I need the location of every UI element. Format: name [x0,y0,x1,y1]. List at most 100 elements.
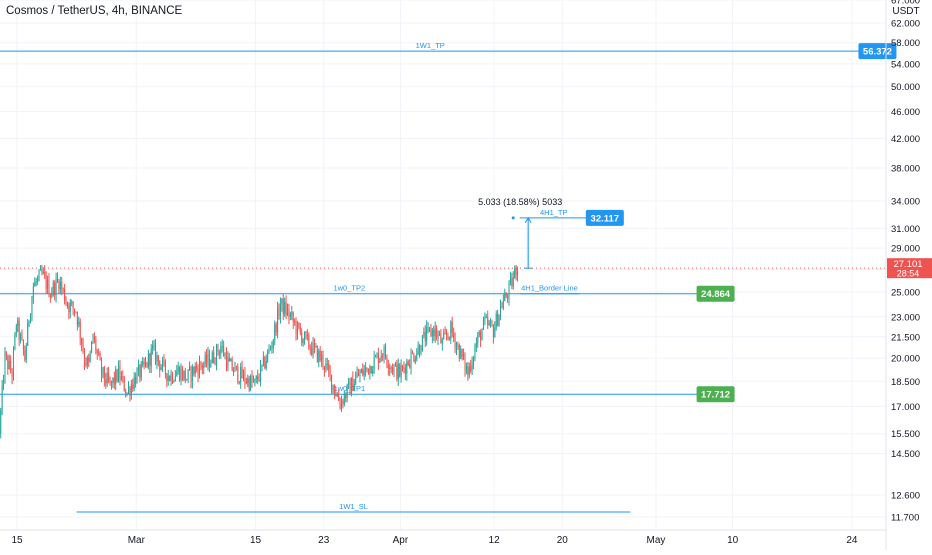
candle-body [481,329,483,341]
candle-body [88,357,90,362]
candle-body [319,350,321,361]
price-tick-label: 17.000 [891,402,920,413]
candle-body [149,353,151,366]
candle-body [373,356,375,371]
candle-body [254,379,256,382]
candle-body [403,366,405,369]
last-price-badge [887,258,932,279]
price-measure-tool[interactable]: 5.033 (18.58%) 5033 [478,197,562,269]
candle-body [184,370,186,381]
candle-body [220,347,222,354]
candle-body [119,366,121,380]
candle-body [477,335,479,344]
candle-body [471,363,473,371]
candle-body [377,353,379,363]
candle-body [454,337,456,349]
candle-body [502,300,504,309]
candle-body [30,315,32,322]
candle-body [200,361,202,367]
candle-body [183,370,185,380]
candle-body [343,394,345,405]
candle-body [20,334,22,340]
level-name-label: 1W1_TP [416,41,445,50]
candle-body [267,350,269,361]
candle-body [491,321,493,326]
candle-body [12,349,14,378]
candle-body [225,354,227,368]
price-tick-label: 62.000 [891,18,920,29]
candle-body [407,361,409,366]
candle-body [59,281,61,290]
level-name-label: 1w0_TP1 [333,384,365,393]
candle-body [61,281,63,289]
candle-body [179,366,181,381]
candle-body [245,382,247,384]
candle-body [154,344,156,363]
candle-body [39,269,41,271]
candle-body [505,293,507,297]
symbol-title: Cosmos / TetherUS, 4h, BINANCE [6,5,183,17]
candle-body [382,356,384,358]
candle-body [250,376,252,390]
candle-body [139,365,141,378]
level-price-tag-text: 56.372 [863,47,892,58]
candle-body [210,362,212,367]
candle-body [494,327,496,338]
candle-body [359,372,361,377]
candle-body [251,376,253,382]
candle-body [450,321,452,340]
candle-body [278,308,280,317]
candle-body [79,321,81,339]
candle-body [105,379,107,384]
candle-body [49,296,51,298]
candle-body [113,377,115,384]
time-tick-label: 15 [250,535,262,546]
candle-body [321,355,323,361]
candle-body [150,348,152,366]
candle-body [393,365,395,373]
candle-body [145,362,147,366]
candle-body [448,336,450,340]
candle-body [404,368,406,374]
candle-body [169,376,171,381]
price-tick-label: 12.600 [891,491,920,502]
candle-body [213,352,215,363]
candle-body [400,366,402,377]
candle-body [417,345,419,354]
candle-body [129,387,131,396]
candle-body [514,268,516,278]
candle-body [156,355,158,363]
time-tick-label: 20 [557,535,569,546]
candle-body [125,391,127,394]
candle-body [495,313,497,328]
candle-body [465,366,467,371]
level-lines: 1W1_TP 56.372 1w0_TP2 24.864 4H1_Border Line… [0,41,897,513]
time-tick-label: 24 [846,535,858,546]
candle-body [421,335,423,352]
candle-body [159,361,161,371]
candle-body [392,367,394,373]
candle-body [438,333,440,335]
time-tick-label: 23 [318,535,330,546]
candle-body [203,364,205,369]
candle-body [237,366,239,382]
candle-body [366,367,368,369]
candle-body [429,327,431,329]
candle-body [211,352,213,363]
candle-body [196,366,198,369]
candle-body [123,377,125,392]
candles [0,264,519,439]
candle-body [4,352,6,382]
price-axis[interactable]: 11.700 12.600 14.500 15.500 17.000 18.500 20.0… [885,0,932,550]
candle-body [289,314,291,317]
candle-body [468,366,470,376]
candle-body [308,334,310,348]
time-axis[interactable]: 15 Mar 15 23 Apr 12 20 May 10 24 [0,529,886,546]
candle-body [356,373,358,378]
candle-body [34,282,36,287]
candle-body [172,373,174,383]
candle-body [75,312,77,314]
time-tick-label: 12 [489,535,501,546]
